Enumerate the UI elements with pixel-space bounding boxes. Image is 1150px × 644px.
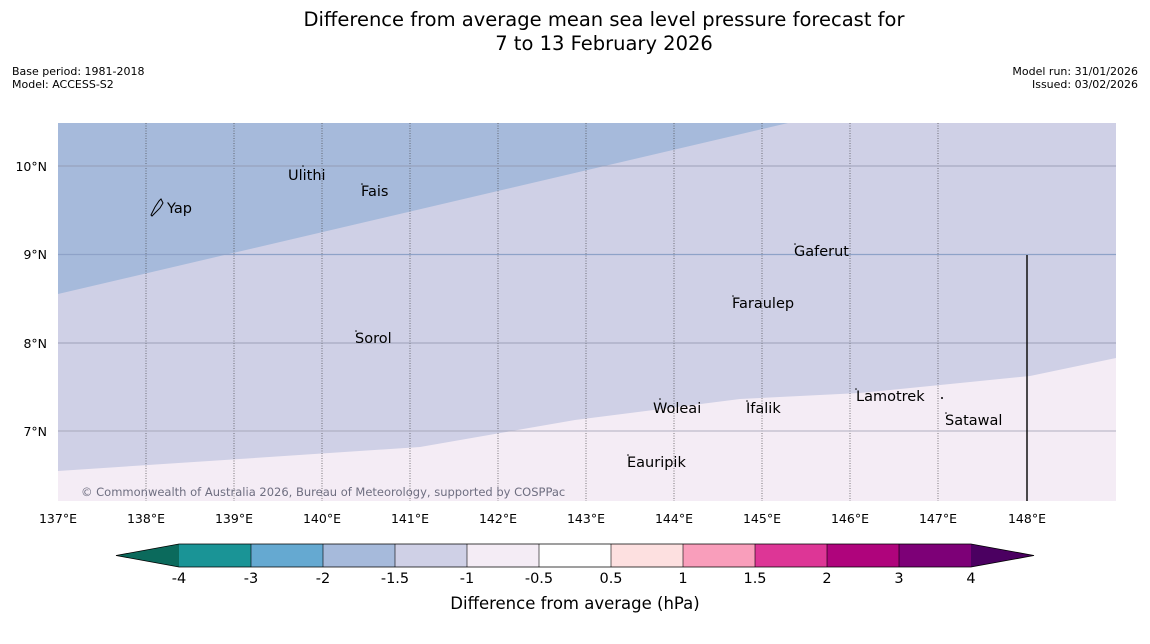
colorbar-title: Difference from average (hPa) xyxy=(450,594,699,613)
colorbar xyxy=(115,543,1035,568)
base-info: Base period: 1981-2018 Model: ACCESS-S2 xyxy=(12,65,144,91)
lon-tick-label: 139°E xyxy=(215,511,253,526)
island-marker xyxy=(945,412,947,414)
lon-tick-label: 144°E xyxy=(655,511,693,526)
title-line-1: Difference from average mean sea level p… xyxy=(303,8,905,31)
island-label-gaferut: Gaferut xyxy=(794,244,849,260)
colorbar-segment xyxy=(467,544,539,567)
lon-tick-label: 141°E xyxy=(391,511,429,526)
colorbar-segment xyxy=(539,544,611,567)
lon-tick-label: 148°E xyxy=(1008,511,1046,526)
island-label-lamotrek: Lamotrek xyxy=(856,389,925,405)
colorbar-segment xyxy=(251,544,323,567)
island-label-yap: Yap xyxy=(166,201,192,217)
island-marker xyxy=(746,400,748,402)
colorbar-segment xyxy=(611,544,683,567)
colorbar-extend-high xyxy=(971,544,1034,567)
lon-tick-label: 142°E xyxy=(479,511,517,526)
lon-axis-labels: 137°E 138°E 139°E 140°E 141°E 142°E 143°… xyxy=(39,511,1046,526)
island-marker xyxy=(941,397,943,399)
field-band-near-zero xyxy=(58,358,1116,501)
island-marker xyxy=(732,295,734,297)
colorbar-tick: 4 xyxy=(966,571,975,587)
base-period-text: Base period: 1981-2018 xyxy=(12,65,145,78)
colorbar-extend-low xyxy=(116,544,179,567)
island-label-eauripik: Eauripik xyxy=(627,455,686,471)
copyright-notice: © Commonwealth of Australia 2026, Bureau… xyxy=(81,485,565,499)
map-title: Difference from average mean sea level p… xyxy=(0,8,1150,56)
colorbar-segment xyxy=(179,544,251,567)
colorbar-tick: -0.5 xyxy=(525,571,553,587)
island-marker xyxy=(794,243,796,245)
model-run-text: Model run: 31/01/2026 xyxy=(1012,65,1138,78)
title-line-2: 7 to 13 February 2026 xyxy=(495,32,713,55)
colorbar-segment xyxy=(755,544,827,567)
island-marker xyxy=(355,330,357,332)
model-text: Model: ACCESS-S2 xyxy=(12,78,114,91)
colorbar-tick: -1.5 xyxy=(381,571,409,587)
island-label-faraulep: Faraulep xyxy=(732,296,794,312)
colorbar-segment xyxy=(323,544,395,567)
lat-tick-label: 9°N xyxy=(23,247,47,262)
issued-text: Issued: 03/02/2026 xyxy=(1031,78,1138,91)
lat-tick-label: 10°N xyxy=(15,159,47,174)
colorbar-tick: -3 xyxy=(244,571,258,587)
island-marker xyxy=(302,165,304,167)
lon-tick-label: 146°E xyxy=(831,511,869,526)
lat-tick-label: 8°N xyxy=(23,336,47,351)
colorbar-tick: 2 xyxy=(822,571,831,587)
colorbar-tick-labels: -4 -3 -2 -1.5 -1 -0.5 0.5 1 1.5 2 3 4 xyxy=(172,571,976,587)
yap-island-outline xyxy=(150,198,164,217)
colorbar-tick: 3 xyxy=(894,571,903,587)
island-label-woleai: Woleai xyxy=(653,401,701,417)
colorbar-segment xyxy=(899,544,971,567)
lon-tick-label: 147°E xyxy=(919,511,957,526)
pressure-field xyxy=(58,123,1116,501)
lat-axis-labels: 10°N 9°N 8°N 7°N xyxy=(15,159,47,439)
lon-tick-label: 138°E xyxy=(127,511,165,526)
lon-tick-label: 143°E xyxy=(567,511,605,526)
run-info: Model run: 31/01/2026 Issued: 03/02/2026 xyxy=(1012,65,1138,91)
island-label-ulithi: Ulithi xyxy=(288,168,326,184)
island-marker xyxy=(659,398,661,400)
colorbar-outline xyxy=(115,543,1035,568)
lat-tick-label: 7°N xyxy=(23,424,47,439)
colorbar-tick: -1 xyxy=(460,571,474,587)
colorbar-segment xyxy=(827,544,899,567)
colorbar-segment xyxy=(683,544,755,567)
island-label-fais: Fais xyxy=(361,184,388,200)
lon-tick-label: 137°E xyxy=(39,511,77,526)
lon-tick-label: 140°E xyxy=(303,511,341,526)
colorbar-segment xyxy=(395,544,467,567)
island-label-satawal: Satawal xyxy=(945,413,1002,429)
island-label-ifalik: Ifalik xyxy=(746,401,781,417)
colorbar-tick: -4 xyxy=(172,571,186,587)
island-marker xyxy=(361,183,363,185)
island-marker xyxy=(627,454,629,456)
islands: Yap Ulithi Fais Gaferut Faraulep Sorol W… xyxy=(150,165,1002,471)
colorbar-tick: 0.5 xyxy=(599,571,622,587)
island-marker xyxy=(855,388,857,390)
lon-tick-label: 145°E xyxy=(743,511,781,526)
island-label-sorol: Sorol xyxy=(355,331,392,347)
colorbar-tick: 1 xyxy=(678,571,687,587)
colorbar-tick: 1.5 xyxy=(743,571,766,587)
graticule xyxy=(58,123,1116,501)
colorbar-tick: -2 xyxy=(316,571,330,587)
